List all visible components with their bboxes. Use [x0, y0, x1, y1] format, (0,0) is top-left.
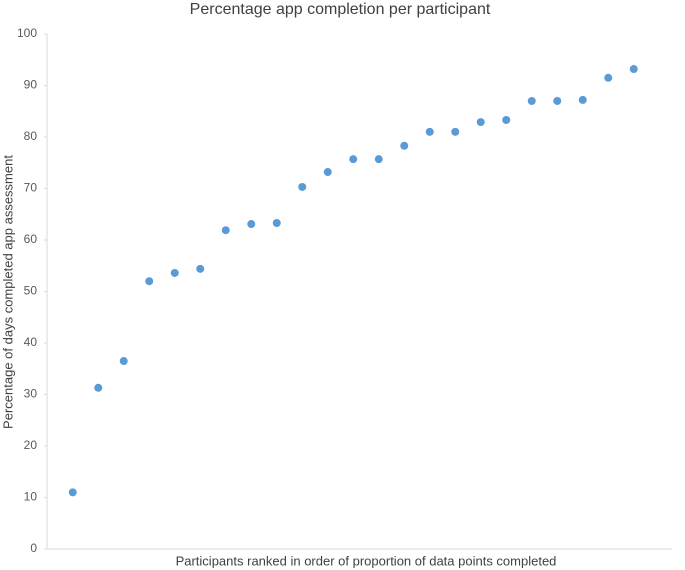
y-tick-label: 20	[24, 438, 38, 452]
point	[298, 182, 307, 191]
point	[68, 488, 77, 497]
y-tick-label: 100	[17, 26, 37, 40]
y-tick-label: 0	[30, 541, 37, 555]
point	[349, 155, 358, 164]
point	[196, 264, 205, 273]
y-tick-label: 50	[24, 284, 38, 298]
point	[476, 118, 485, 127]
point	[502, 116, 511, 125]
point	[527, 96, 536, 105]
chart-title: Percentage app completion per participan…	[190, 1, 491, 18]
point	[272, 219, 281, 228]
y-tick-label: 30	[24, 387, 38, 401]
y-tick-label: 90	[24, 78, 38, 92]
y-tick-label: 10	[24, 490, 38, 504]
x-axis-title: Participants ranked in order of proporti…	[176, 553, 557, 568]
point	[374, 155, 383, 164]
point	[247, 220, 256, 229]
point	[578, 95, 587, 104]
point	[221, 226, 230, 235]
y-tick-label: 80	[24, 129, 38, 143]
point	[145, 277, 154, 286]
point	[323, 168, 332, 177]
y-tick-label: 70	[24, 181, 38, 195]
y-axis-title: Percentage of days completed app assessm…	[0, 155, 15, 429]
point	[425, 127, 434, 136]
point	[119, 357, 128, 366]
y-tick-label: 40	[24, 335, 38, 349]
point	[170, 268, 179, 277]
point	[451, 127, 460, 136]
point	[629, 65, 638, 74]
point	[94, 383, 103, 392]
y-tick-label: 60	[24, 232, 38, 246]
point	[400, 141, 409, 150]
point	[604, 73, 613, 82]
point	[553, 96, 562, 105]
